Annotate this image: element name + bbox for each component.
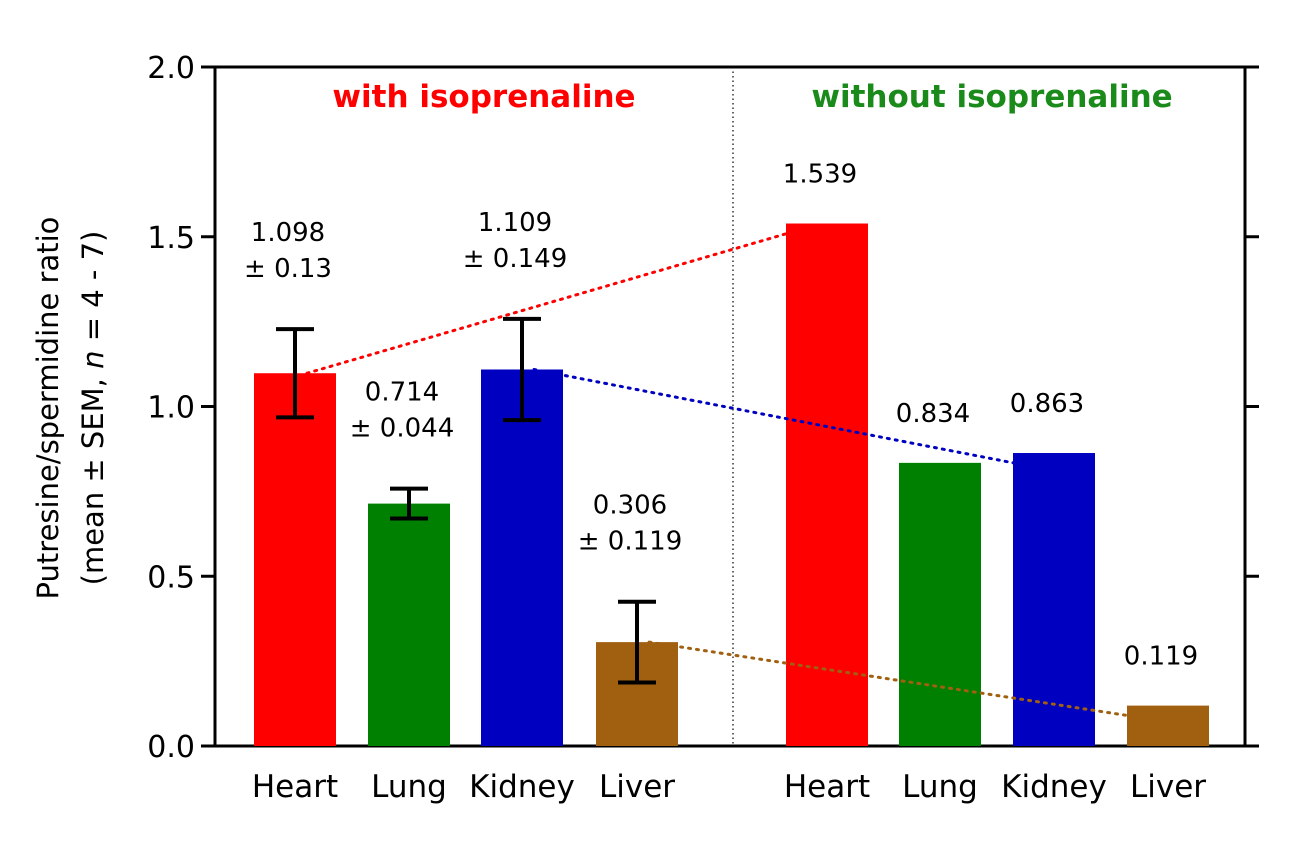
group-title: with isoprenaline [332, 79, 635, 115]
x-tick-label: Liver [599, 769, 675, 805]
y-axis-subtitle-pre: (mean ± SEM, [76, 369, 110, 585]
value-label: 0.306 [593, 491, 667, 521]
x-tick-label: Heart [252, 769, 338, 805]
sem-label: ± 0.13 [244, 254, 332, 284]
value-label: 1.109 [478, 208, 552, 238]
y-axis-subtitle-n: n [76, 350, 110, 368]
x-tick-label: Kidney [1001, 769, 1107, 805]
y-tick-label: 1.5 [147, 221, 195, 256]
value-label: 0.834 [896, 399, 970, 429]
x-tick-label: Heart [784, 769, 870, 805]
bar-heart [786, 223, 868, 746]
group-title: without isoprenaline [811, 79, 1172, 115]
bar-lung [899, 462, 981, 746]
y-tick-label: 0.5 [147, 560, 195, 595]
bar-heart [254, 373, 336, 746]
y-axis-subtitle-post: = 4 - 7) [76, 231, 110, 351]
bar-kidney [481, 369, 563, 746]
value-label: 0.863 [1010, 389, 1084, 419]
x-tick-label: Liver [1130, 769, 1206, 805]
bar-lung [368, 503, 450, 746]
value-label: 1.539 [783, 160, 857, 190]
plot-area: 0.0 0.5 1.0 1.5 2.0 with isoprenaline Heart 1.0… [147, 51, 1259, 805]
bar-kidney [1013, 453, 1095, 746]
y-tick-label: 2.0 [147, 51, 195, 86]
connector-line [305, 232, 789, 375]
y-axis-title: Putresine/spermidine ratio [31, 217, 65, 600]
y-tick-label: 0.0 [147, 730, 195, 765]
value-label: 1.098 [251, 218, 325, 248]
sem-label: ± 0.149 [463, 244, 567, 274]
sem-label: ± 0.044 [350, 414, 454, 444]
y-axis-subtitle: (mean ± SEM, n = 4 - 7) [76, 231, 110, 586]
value-label: 0.714 [365, 378, 439, 408]
connector-line [647, 640, 1130, 718]
connector-line [532, 367, 1016, 465]
value-label: 0.119 [1124, 642, 1198, 672]
x-tick-label: Kidney [469, 769, 575, 805]
sem-label: ± 0.119 [578, 527, 682, 557]
x-tick-label: Lung [902, 769, 978, 805]
x-tick-label: Lung [371, 769, 447, 805]
y-tick-label: 1.0 [147, 391, 195, 426]
bar-liver [1127, 705, 1209, 746]
